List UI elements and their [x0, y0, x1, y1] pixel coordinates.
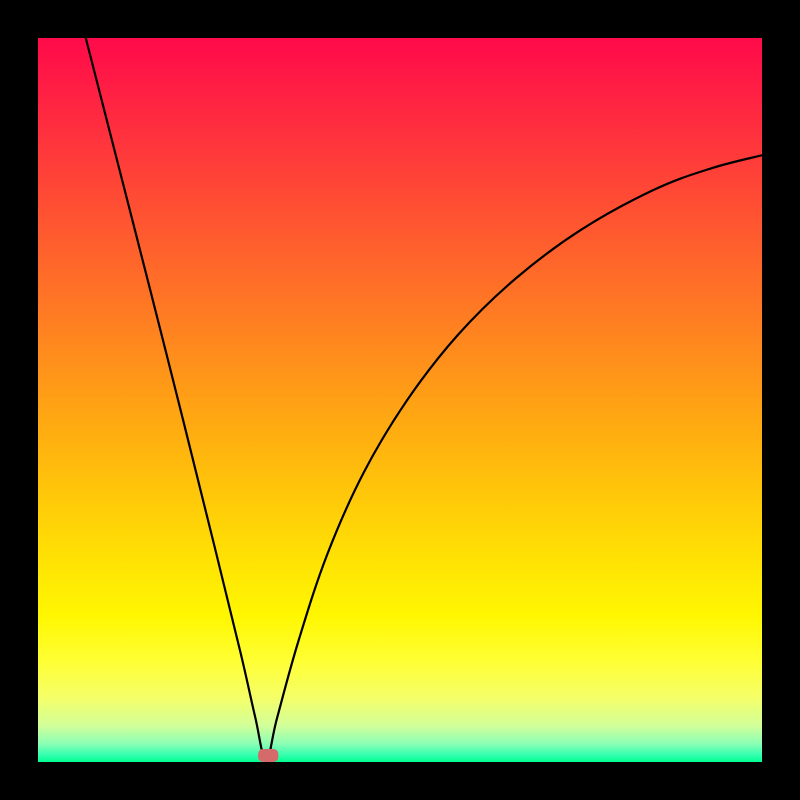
plot-area — [38, 38, 762, 762]
frame-border-right — [762, 0, 800, 800]
gradient-background — [38, 38, 762, 762]
frame-border-top — [0, 0, 800, 38]
chart-container: { "watermark": { "text": "TheBottleneck.… — [0, 0, 800, 800]
frame-border-left — [0, 0, 38, 800]
minimum-marker — [258, 749, 278, 762]
plot-svg — [38, 38, 762, 762]
frame-border-bottom — [0, 762, 800, 800]
